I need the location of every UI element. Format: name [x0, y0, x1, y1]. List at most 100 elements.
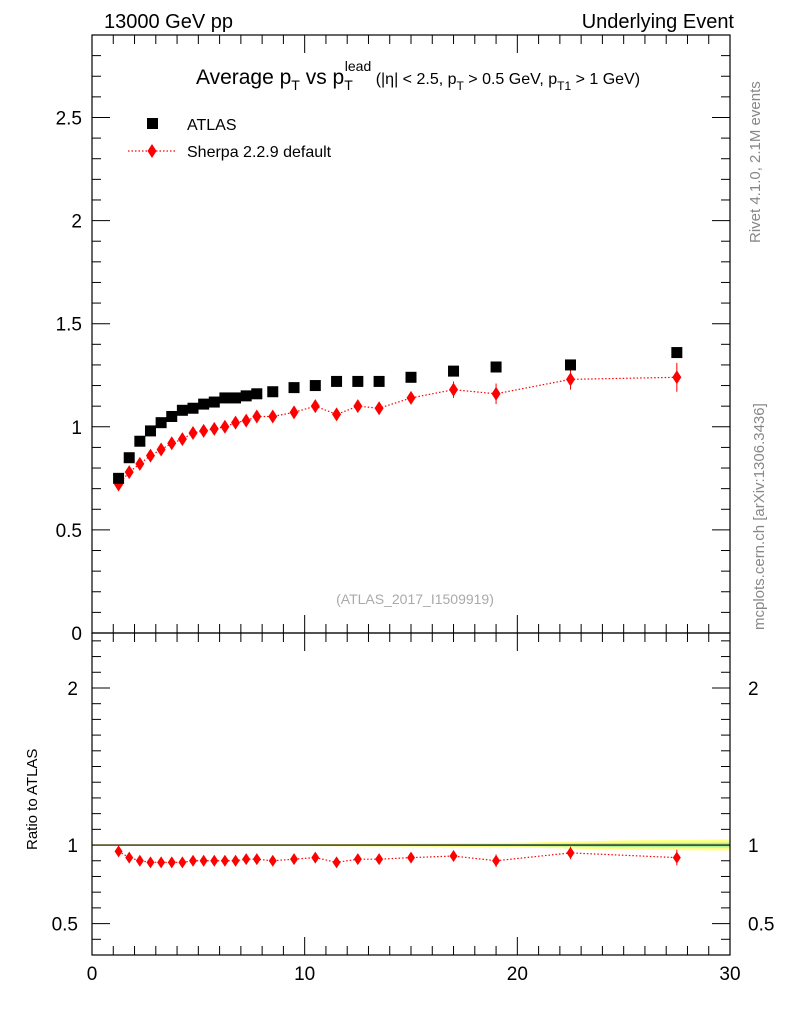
ratio-point	[492, 854, 501, 867]
atlas-point	[144, 425, 156, 437]
ratio-point	[407, 851, 415, 864]
sherpa-point	[167, 436, 177, 451]
ratio-axis-ticks	[91, 633, 731, 955]
main-y-tick-label: 0	[71, 624, 82, 645]
ratio-uncertainty-band	[92, 839, 730, 851]
main-axis-ticks	[91, 34, 731, 634]
ratio-point	[353, 853, 362, 866]
plot-title: Average pT vs pTlead (|η| < 2.5, pT > 0.…	[196, 58, 640, 93]
atlas-point	[166, 410, 178, 422]
mcplots-label: mcplots.cern.ch [arXiv:1306.3436]	[751, 403, 768, 630]
atlas-point	[373, 375, 385, 387]
sherpa-point	[353, 399, 363, 414]
ratio-y-tick-label-left: 1	[67, 836, 78, 857]
sherpa-point	[252, 409, 262, 424]
main-y-tick-labels: 0 0.5 1 1.5 2 2.5	[56, 108, 82, 645]
ratio-point	[199, 854, 208, 867]
atlas-point	[113, 472, 125, 484]
x-tick-label: 10	[294, 964, 315, 985]
sherpa-point	[241, 413, 251, 428]
legend-atlas-marker	[147, 118, 158, 129]
atlas-point	[490, 361, 502, 373]
ratio-point	[167, 856, 176, 869]
sherpa-point	[449, 382, 459, 397]
atlas-point	[288, 382, 300, 394]
rivet-version-label: Rivet 4.1.0, 2.1M events	[747, 81, 764, 243]
ratio-data-points	[114, 845, 681, 869]
energy-label: 13000 GeV pp	[104, 11, 233, 33]
sherpa-point	[332, 407, 342, 422]
ratio-point	[252, 853, 261, 866]
atlas-point	[134, 435, 146, 447]
title-sup-b: lead	[345, 58, 371, 74]
atlas-point	[176, 404, 188, 416]
sherpa-point	[406, 390, 416, 405]
ratio-y-axis-label: Ratio to ATLAS	[24, 749, 41, 850]
atlas-point	[405, 371, 417, 383]
atlas-point	[331, 375, 343, 387]
sherpa-point	[209, 421, 219, 436]
sherpa-point	[268, 409, 278, 424]
x-tick-label: 0	[87, 964, 98, 985]
title-part-d: > 0.5 GeV, p	[464, 71, 557, 88]
ratio-point	[210, 854, 219, 867]
main-y-tick-label: 1.5	[56, 315, 82, 336]
ratio-point	[231, 854, 240, 867]
ratio-point	[157, 856, 166, 869]
atlas-point	[448, 365, 460, 377]
atlas-point	[565, 359, 576, 371]
main-y-tick-label: 1	[71, 418, 82, 439]
sherpa-point	[124, 465, 134, 480]
atlas-point	[251, 388, 263, 400]
main-y-tick-label: 0.5	[56, 521, 82, 542]
sherpa-point	[145, 448, 155, 463]
sherpa-point	[231, 415, 241, 430]
title-sub-d: T1	[557, 79, 571, 93]
ratio-point	[114, 845, 123, 858]
analysis-title: Underlying Event	[582, 11, 735, 33]
atlas-point	[208, 396, 220, 408]
ratio-y-tick-label-left: 2	[67, 679, 78, 700]
main-panel: 0 0.5 1 1.5 2 2.5 Average pT vs pTlead (|η| <…	[56, 34, 731, 645]
atlas-point	[187, 402, 199, 414]
title-part-e: > 1 GeV)	[571, 71, 640, 88]
atlas-point	[123, 452, 135, 464]
sherpa-point	[220, 419, 230, 434]
sherpa-point	[310, 399, 320, 414]
atlas-point	[352, 375, 364, 387]
sherpa-point	[672, 370, 682, 385]
title-part-b: vs p	[300, 66, 344, 89]
atlas-point	[219, 392, 231, 404]
ratio-point	[125, 851, 134, 864]
sherpa-point	[289, 405, 299, 420]
sherpa-point	[374, 401, 384, 416]
title-part-c: (|η| < 2.5, p	[371, 71, 456, 88]
ratio-point	[220, 854, 229, 867]
ratio-panel: 0.5 0.5 1 1 2 2 0 10 20 30 Ratio to ATLAS	[24, 632, 774, 985]
ratio-point	[135, 854, 144, 867]
x-tick-label: 30	[719, 964, 740, 985]
main-y-tick-label: 2	[71, 212, 82, 233]
ratio-point	[290, 853, 299, 866]
sherpa-point	[156, 442, 166, 457]
atlas-point	[671, 347, 683, 359]
analysis-tag: (ATLAS_2017_I1509919)	[336, 591, 494, 607]
sherpa-point	[177, 432, 187, 447]
main-y-tick-label: 2.5	[56, 108, 82, 129]
ratio-y-tick-label-right: 1	[748, 836, 759, 857]
x-tick-labels: 0 10 20 30	[87, 964, 741, 985]
ratio-point	[146, 856, 155, 869]
title-sub-c: T	[457, 79, 465, 93]
sherpa-point	[199, 423, 209, 438]
atlas-point	[230, 392, 242, 404]
ratio-point	[672, 851, 681, 864]
ratio-point	[375, 853, 384, 866]
ratio-point	[189, 854, 198, 867]
atlas-point	[267, 386, 279, 398]
ratio-point	[268, 854, 277, 867]
atlas-point	[240, 390, 252, 402]
main-data-points	[113, 347, 683, 492]
title-sub-b: T	[344, 77, 353, 93]
ratio-y-tick-label-left: 0.5	[52, 915, 78, 936]
